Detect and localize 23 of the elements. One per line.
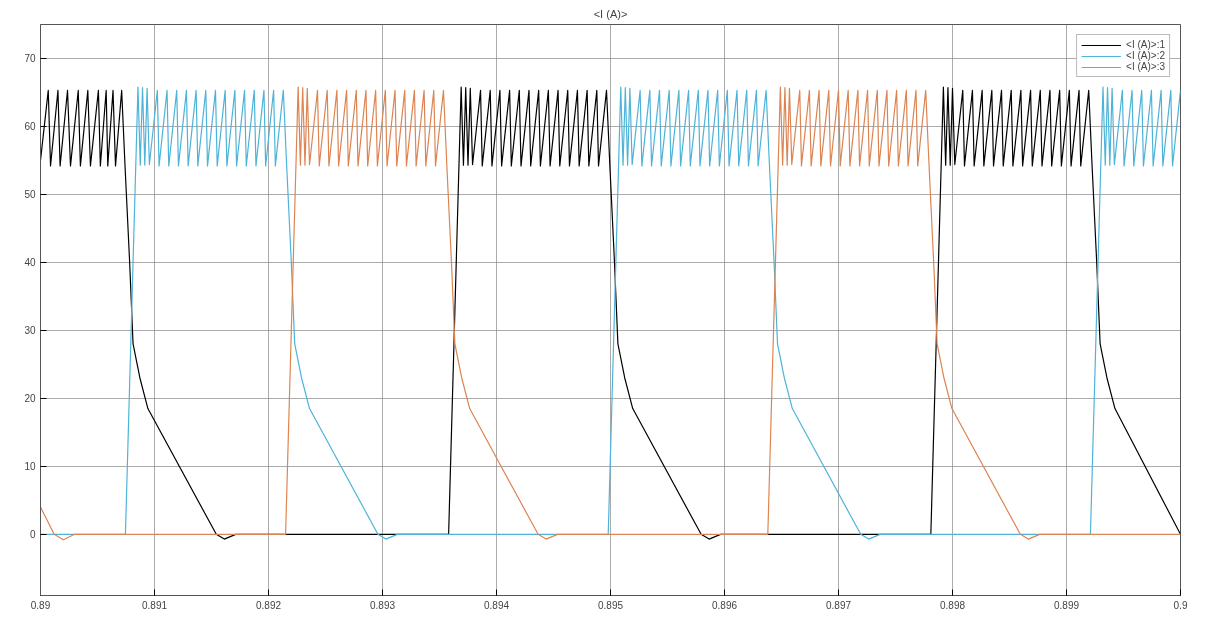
x-tick-label: 0.896 — [711, 599, 738, 611]
x-tick-label: 0.897 — [825, 599, 852, 611]
y-tick-label: 10 — [24, 461, 36, 473]
y-tick-label: 0 — [29, 529, 36, 541]
x-tick-label: 0.898 — [939, 599, 966, 611]
legend-label: <I (A)>:2 — [1126, 50, 1165, 61]
legend-label: <I (A)>:3 — [1126, 61, 1165, 72]
x-tick-label: 0.9 — [1173, 599, 1188, 611]
x-tick-label: 0.894 — [483, 599, 510, 611]
x-tick-label: 0.895 — [597, 599, 624, 611]
y-tick-label: 20 — [24, 393, 36, 405]
y-tick-label: 30 — [24, 325, 36, 337]
y-tick-label: 60 — [24, 121, 36, 133]
y-tick-label: 40 — [24, 257, 36, 269]
chart-title: <I (A)> — [593, 7, 628, 20]
x-tick-label: 0.892 — [255, 599, 282, 611]
legend-label: <I (A)>:1 — [1126, 39, 1165, 50]
y-tick-label: 50 — [24, 189, 36, 201]
x-tick-label: 0.893 — [369, 599, 396, 611]
x-tick-label: 0.89 — [30, 599, 51, 611]
x-tick-label: 0.891 — [141, 599, 168, 611]
y-tick-label: 70 — [24, 53, 36, 65]
x-tick-label: 0.899 — [1053, 599, 1080, 611]
